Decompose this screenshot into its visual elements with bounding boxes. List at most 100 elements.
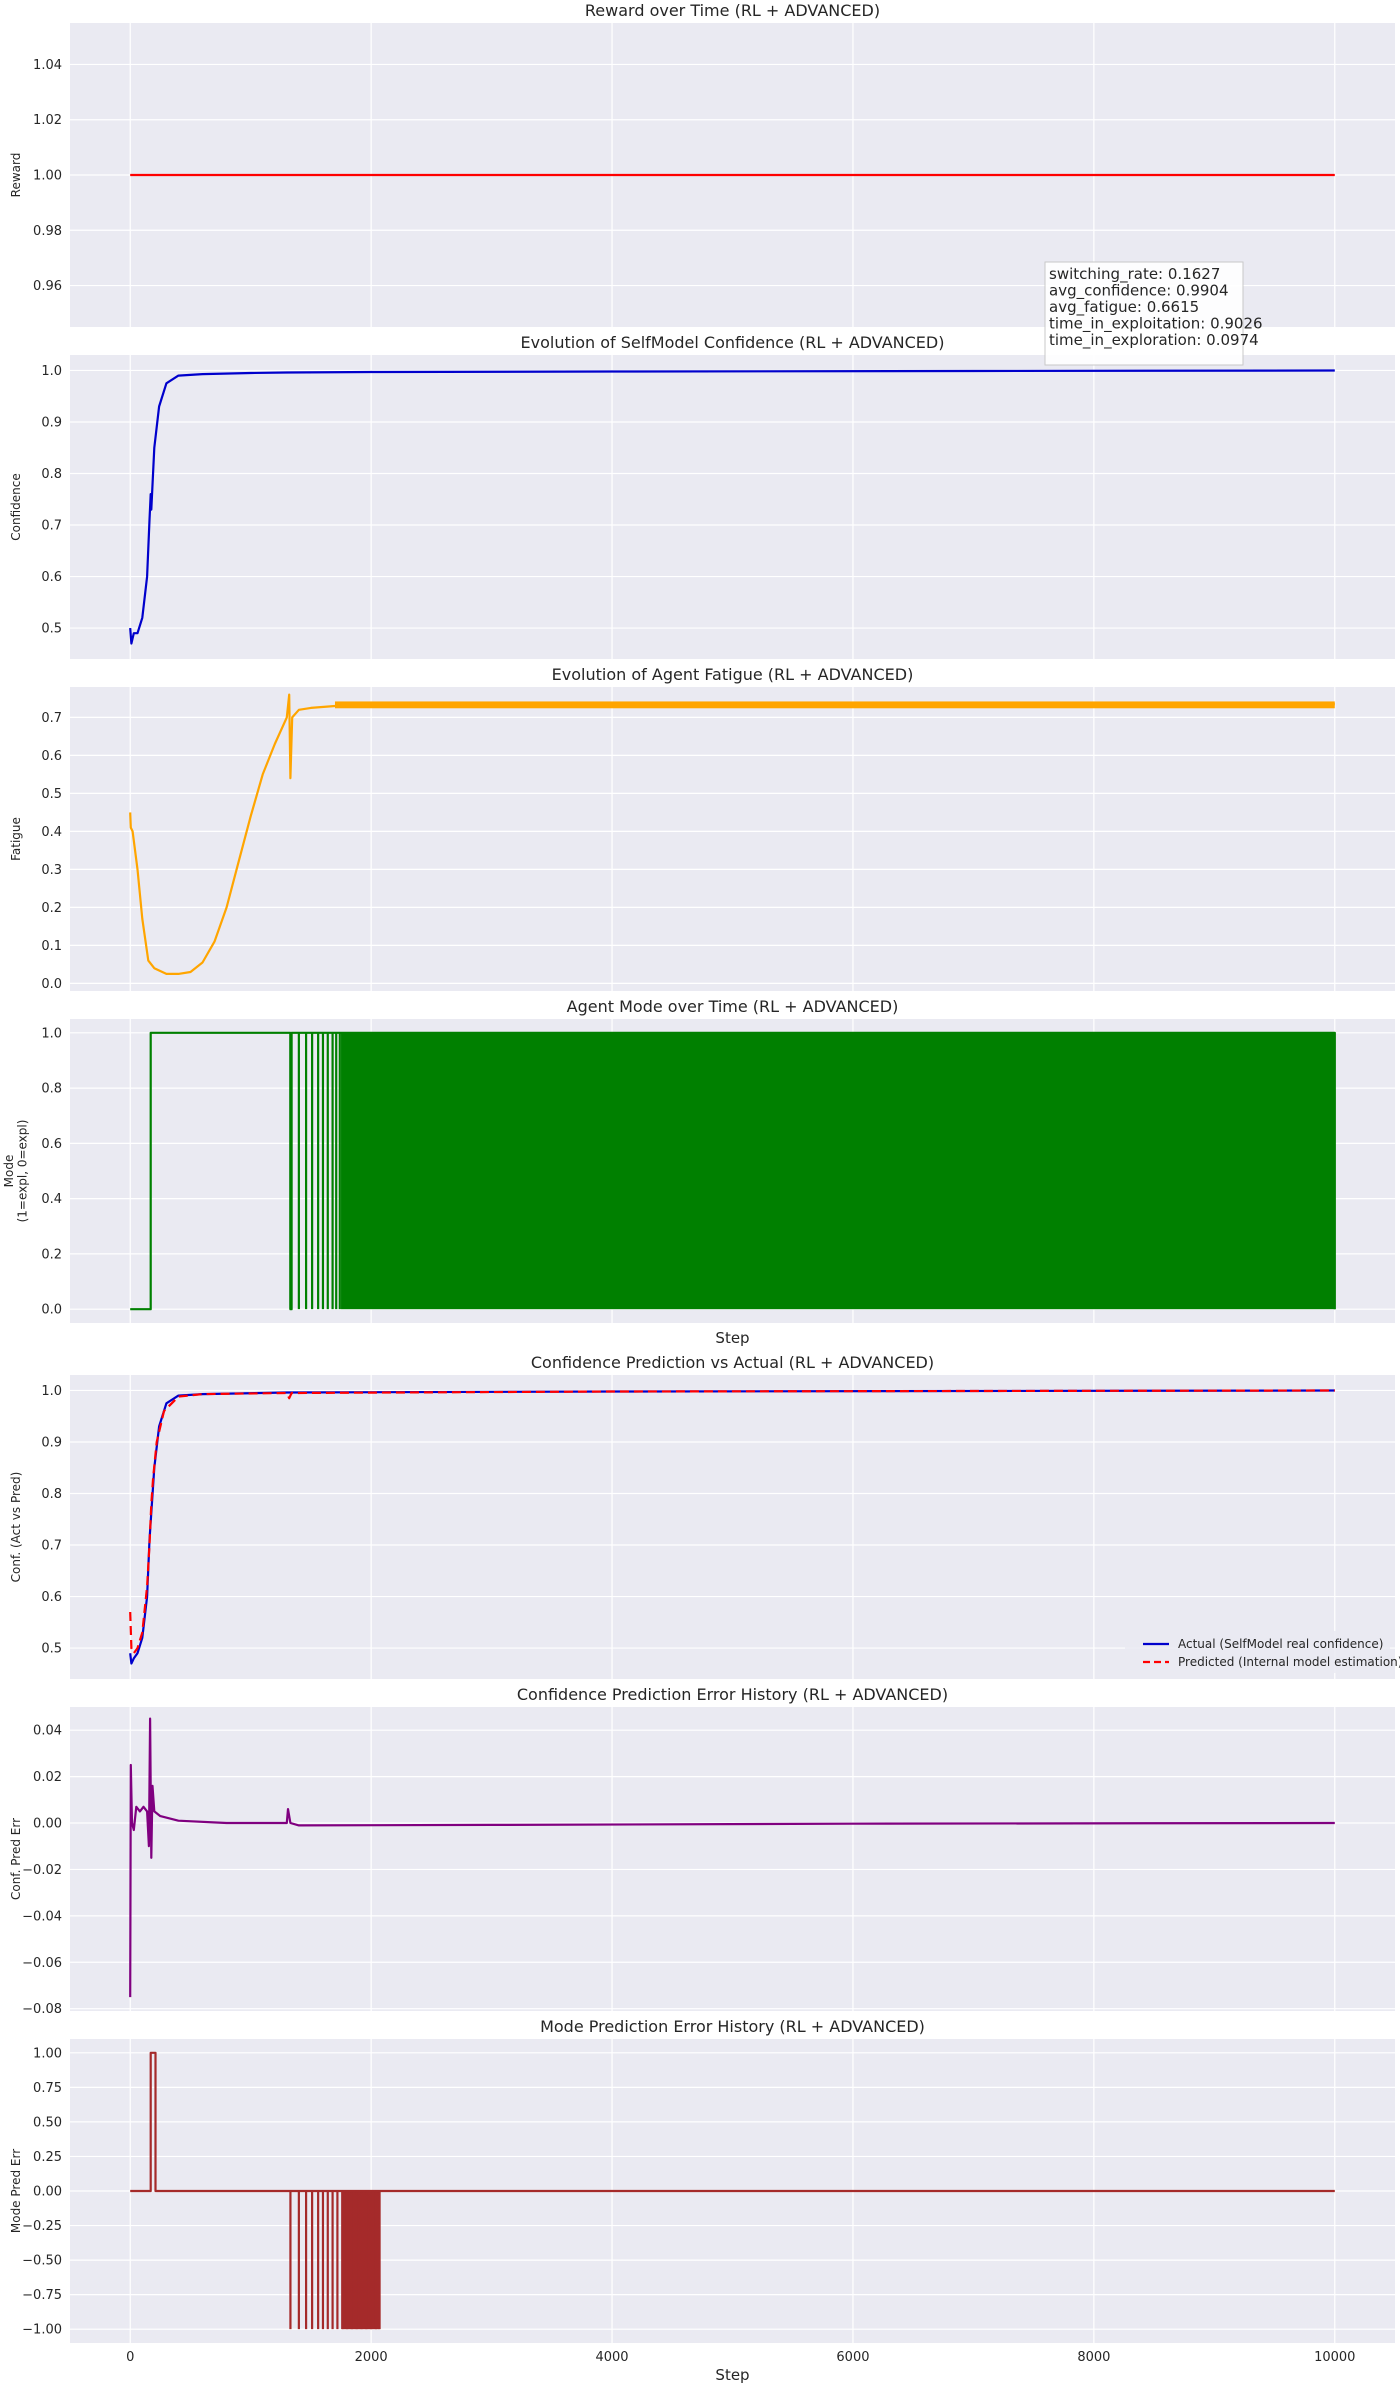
series-line-1 xyxy=(130,1031,1336,1311)
y-tick-label: 1.0 xyxy=(41,1026,62,1041)
data-layer xyxy=(130,1031,1336,1311)
y-tick-label: 1.0 xyxy=(41,364,62,379)
y-tick-label: −0.04 xyxy=(22,1909,62,1924)
chart-title: Mode Prediction Error History (RL + ADVA… xyxy=(540,2017,925,2036)
plot-area xyxy=(70,355,1395,659)
y-tick-label: 0.2 xyxy=(41,901,62,916)
panel-conf_err: −0.08 −0.06 −0.04 −0.02 0.00 0.02 0.04 Confiden… xyxy=(9,1685,1395,2017)
chart-title: Confidence Prediction vs Actual (RL + AD… xyxy=(531,1353,934,1372)
stats-line: avg_fatigue: 0.6615 xyxy=(1049,298,1199,317)
x-tick-label: 10000 xyxy=(1314,2350,1355,2365)
y-tick-label: 0.96 xyxy=(33,279,62,294)
x-tick-label: 8000 xyxy=(1077,2350,1110,2365)
panel-fatigue: 0.0 0.1 0.2 0.3 0.4 0.5 0.6 0.7 Evolution of Age… xyxy=(9,665,1395,992)
y-tick-label: 0.6 xyxy=(41,1590,62,1605)
y-tick-label: 0.04 xyxy=(33,1724,62,1739)
y-tick-label: 0.7 xyxy=(41,1539,62,1554)
y-axis-label: Fatigue xyxy=(9,817,23,861)
y-tick-label: 0.5 xyxy=(41,622,62,637)
y-tick-label: 0.7 xyxy=(41,519,62,534)
y-tick-label: −0.02 xyxy=(22,1863,62,1878)
stats-line: time_in_exploitation: 0.9026 xyxy=(1049,315,1263,334)
data-layer xyxy=(129,369,1335,645)
y-tick-label: 0.8 xyxy=(41,1487,62,1502)
y-axis-label: Reward xyxy=(9,153,23,198)
x-axis-label: Step xyxy=(715,1329,749,1347)
series-line-1 xyxy=(129,693,1335,975)
y-tick-label: 0.1 xyxy=(41,939,62,954)
panel-mode: 0.0 0.2 0.4 0.6 0.8 1.0 Agent Mode over Time (… xyxy=(2,997,1395,1347)
y-axis-label: Conf. (Act vs Pred) xyxy=(9,1472,23,1583)
y-tick-label: −0.08 xyxy=(22,2002,62,2017)
x-tick-label: 0 xyxy=(126,2350,134,2365)
y-tick-label: 0.5 xyxy=(41,787,62,802)
y-tick-label: −0.06 xyxy=(22,1956,62,1971)
oscillation-band xyxy=(341,1032,1335,1310)
y-tick-label: 0.0 xyxy=(41,977,62,992)
panel-mode_err: −1.00 −0.75 −0.50 −0.25 0.00 0.25 0.50 0.75 1.00… xyxy=(9,2017,1395,2384)
stats-line: avg_confidence: 0.9904 xyxy=(1049,282,1229,301)
y-tick-label: −0.75 xyxy=(22,2288,62,2303)
panel-conf_pred: 0.5 0.6 0.7 0.8 0.9 1.0 Confidence Prediction … xyxy=(9,1353,1400,1679)
y-tick-label: 0.9 xyxy=(41,415,62,430)
y-tick-label: 0.00 xyxy=(33,2185,62,2200)
y-tick-label: 0.3 xyxy=(41,863,62,878)
y-tick-label: 0.00 xyxy=(33,1817,62,1832)
legend-label: Predicted (Internal model estimation) xyxy=(1178,1655,1400,1669)
x-axis-label: Step xyxy=(715,2366,749,2384)
y-tick-label: 0.25 xyxy=(33,2150,62,2165)
data-layer xyxy=(129,1717,1335,1998)
y-tick-label: −0.25 xyxy=(22,2219,62,2234)
chart-title: Evolution of SelfModel Confidence (RL + … xyxy=(521,333,945,352)
series-line-2 xyxy=(129,1389,1335,1655)
series-line-1 xyxy=(129,369,1335,645)
y-axis-label: Mode Pred Err xyxy=(9,2149,23,2233)
chart-title: Confidence Prediction Error History (RL … xyxy=(517,1685,948,1704)
y-axis-label: Conf. Pred Err xyxy=(9,1818,23,1900)
chart-title: Reward over Time (RL + ADVANCED) xyxy=(585,1,880,20)
y-tick-label: 0.8 xyxy=(41,1082,62,1097)
y-tick-label: 0.0 xyxy=(41,1303,62,1318)
legend-label: Actual (SelfModel real confidence) xyxy=(1178,1637,1383,1651)
y-tick-label: 0.02 xyxy=(33,1770,62,1785)
legend: Actual (SelfModel real confidence) Predic… xyxy=(1125,1631,1400,1673)
panel-confidence: 0.5 0.6 0.7 0.8 0.9 1.0 Evolution of SelfModel… xyxy=(9,333,1395,659)
y-tick-label: 0.75 xyxy=(33,2081,62,2096)
stats-line: time_in_exploration: 0.0974 xyxy=(1049,331,1259,350)
y-tick-label: 1.00 xyxy=(33,169,62,184)
data-layer xyxy=(129,1389,1335,1665)
y-tick-label: 0.6 xyxy=(41,749,62,764)
plot-area xyxy=(70,1375,1395,1679)
y-tick-label: 0.9 xyxy=(41,1435,62,1450)
y-tick-label: 1.04 xyxy=(33,58,62,73)
y-tick-label: 0.2 xyxy=(41,1247,62,1262)
series-line-1 xyxy=(130,2051,1335,2193)
y-tick-label: −0.50 xyxy=(22,2254,62,2269)
stats-box-frame xyxy=(1044,261,1244,366)
plot-area xyxy=(70,1707,1395,2011)
series-line-1 xyxy=(129,1717,1335,1998)
chart-title: Evolution of Agent Fatigue (RL + ADVANCE… xyxy=(552,665,914,684)
y-tick-label: 1.00 xyxy=(33,2046,62,2061)
y-tick-label: 0.4 xyxy=(41,825,62,840)
y-tick-label: 0.6 xyxy=(41,1137,62,1152)
data-layer xyxy=(130,2051,1335,2330)
data-layer xyxy=(129,693,1335,975)
y-tick-label: 1.02 xyxy=(33,113,62,128)
y-tick-label: 0.98 xyxy=(33,224,62,239)
x-tick-label: 6000 xyxy=(836,2350,869,2365)
y-tick-label: 0.8 xyxy=(41,467,62,482)
y-tick-label: 1.0 xyxy=(41,1384,62,1399)
y-axis-label: Mode(1=expl, 0=expl) xyxy=(2,1120,30,1223)
panel-reward: 0.96 0.98 1.00 1.02 1.04 Reward over Time (RL… xyxy=(9,1,1395,327)
y-tick-label: 0.7 xyxy=(41,711,62,726)
x-tick-label: 2000 xyxy=(355,2350,388,2365)
x-tick-label: 4000 xyxy=(595,2350,628,2365)
y-tick-label: 0.50 xyxy=(33,2115,62,2130)
stats-line: switching_rate: 0.1627 xyxy=(1049,265,1220,284)
legend-box xyxy=(1125,1631,1390,1673)
chart-title: Agent Mode over Time (RL + ADVANCED) xyxy=(567,997,899,1016)
y-axis-label: Confidence xyxy=(9,473,23,540)
